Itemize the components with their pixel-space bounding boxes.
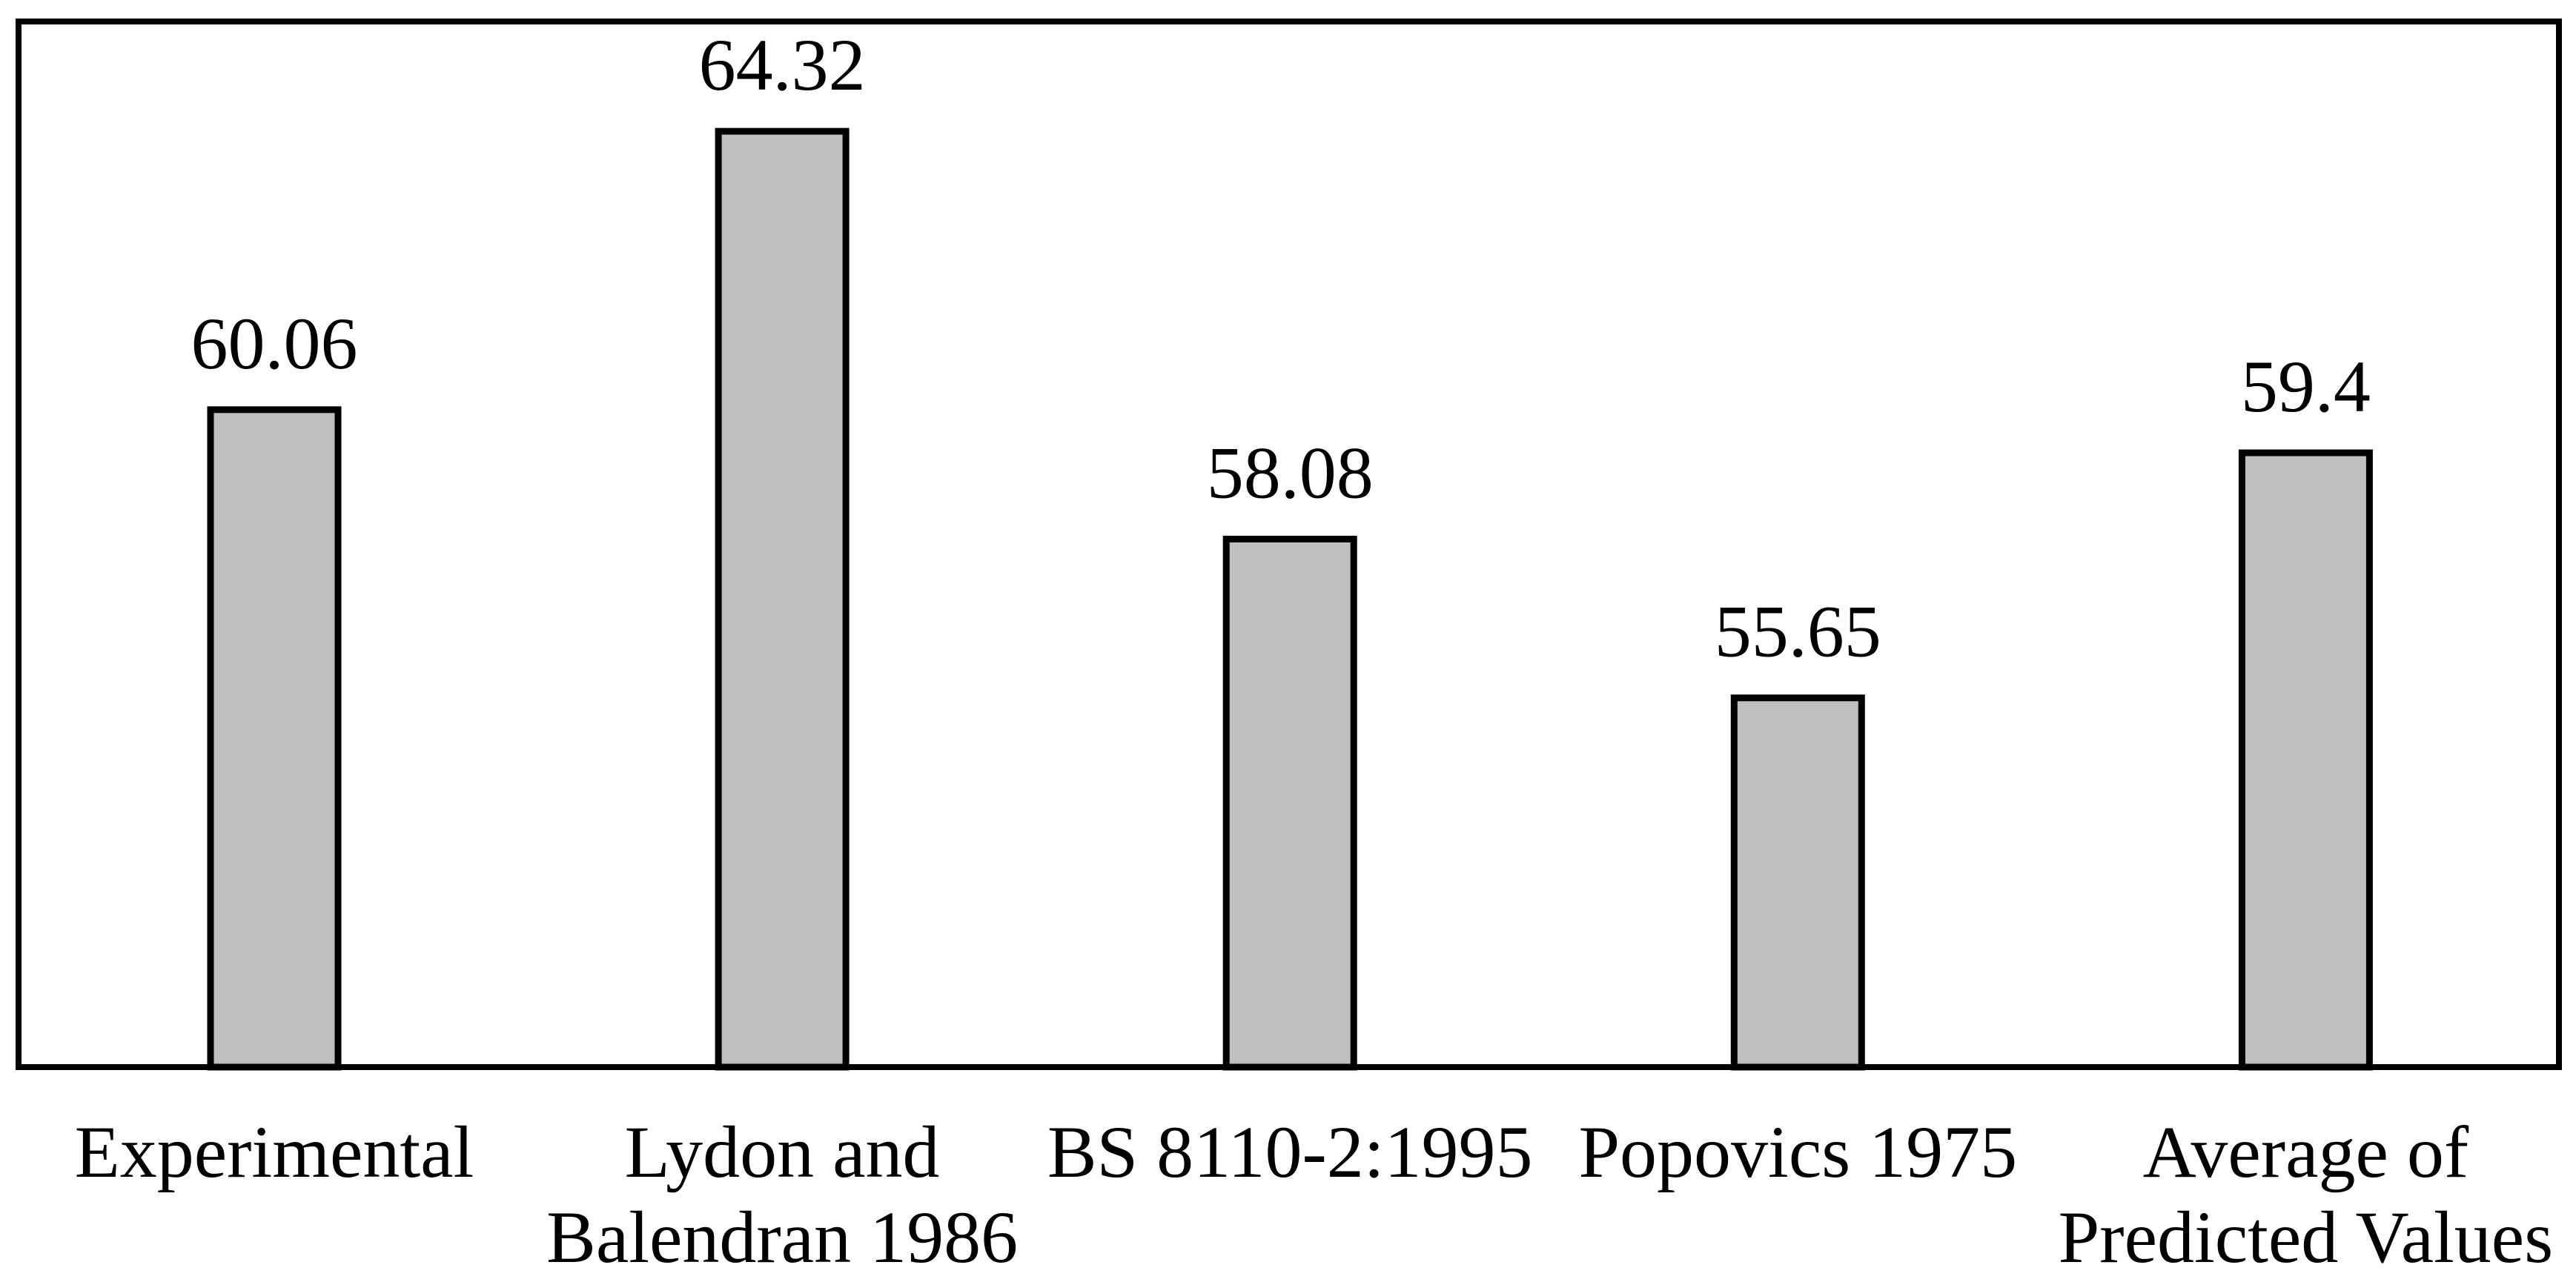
category-label-line: Balendran 1986: [546, 1196, 1018, 1278]
bar-group-popovics-1975: 55.65: [1715, 591, 1881, 1071]
category-label-bs-8110-2-1995: BS 8110-2:1995: [1047, 1111, 1533, 1193]
category-label-lydon-balendran-1986: Lydon and Balendran 1986: [546, 1111, 1018, 1278]
category-label-experimental: Experimental: [75, 1111, 474, 1193]
category-label-line: Predicted Values: [2059, 1196, 2553, 1278]
value-label-average-of-predicted-values: 59.4: [2241, 345, 2371, 428]
category-label-line: Experimental: [75, 1111, 474, 1193]
bar-group-average-of-predicted-values: 59.4: [2238, 345, 2373, 1071]
bar-popovics-1975: [1730, 694, 1865, 1071]
bar-group-bs-8110-2-1995: 58.08: [1207, 431, 1374, 1071]
bars: 60.06 64.32 58.08 55.65 59.4: [191, 24, 2373, 1071]
value-label-experimental: 60.06: [191, 302, 358, 385]
category-axis-labels: Experimental Lydon and Balendran 1986 BS …: [75, 1111, 2553, 1278]
bar-average-of-predicted-values: [2238, 449, 2373, 1071]
category-label-line: Popovics 1975: [1578, 1111, 2017, 1193]
bar-group-lydon-balendran-1986: 64.32: [699, 24, 866, 1071]
category-label-line: Lydon and: [625, 1111, 940, 1193]
bar-group-experimental: 60.06: [191, 302, 358, 1071]
value-label-bs-8110-2-1995: 58.08: [1207, 431, 1374, 514]
category-label-average-of-predicted-values: Average of Predicted Values: [2059, 1111, 2553, 1278]
bar-bs-8110-2-1995: [1222, 535, 1357, 1071]
value-label-lydon-balendran-1986: 64.32: [699, 24, 866, 106]
value-label-popovics-1975: 55.65: [1715, 591, 1881, 673]
bar-lydon-balendran-1986: [715, 127, 850, 1071]
category-label-popovics-1975: Popovics 1975: [1578, 1111, 2017, 1193]
category-label-line: Average of: [2143, 1111, 2469, 1193]
category-label-line: BS 8110-2:1995: [1047, 1111, 1533, 1193]
bar-experimental: [207, 406, 342, 1071]
